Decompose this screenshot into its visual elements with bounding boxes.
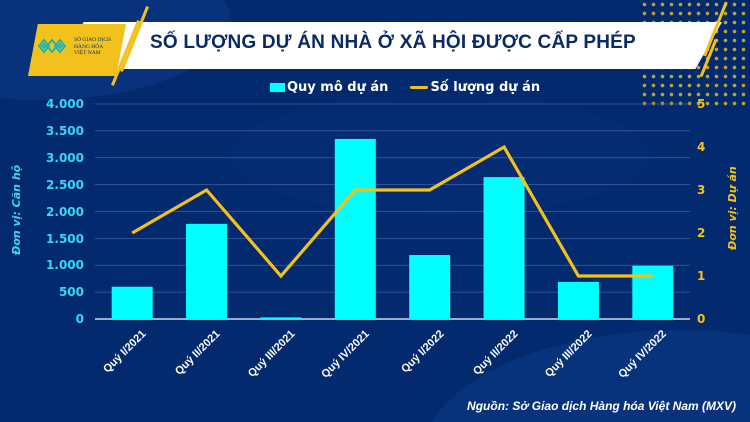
bar (186, 223, 228, 319)
logo-box (28, 24, 126, 76)
y-tick: 1.000 (46, 258, 84, 272)
y-tick: 1.500 (46, 232, 84, 246)
line-series (131, 144, 653, 279)
logo-line: SỞ GIAO DỊCH (74, 37, 111, 43)
y2-tick: 0 (697, 312, 706, 326)
y2-tick: 1 (697, 269, 706, 283)
source-note: Nguồn: Sở Giao dịch Hàng hóa Việt Nam (M… (467, 399, 736, 413)
bar (557, 281, 599, 319)
bar (483, 177, 525, 319)
legend-label: Quy mô dự án (287, 80, 389, 95)
chart-title: SỐ LƯỢNG DỰ ÁN NHÀ Ở XÃ HỘI ĐƯỢC CẤP PHÉ… (150, 32, 636, 53)
bar-swatch-icon (270, 83, 285, 92)
chart-legend: Quy mô dự án Số lượng dự án (270, 80, 540, 95)
y-tick: 4.000 (46, 97, 84, 111)
background-wave (230, 95, 650, 215)
bar (260, 317, 302, 319)
title-banner (57, 22, 722, 69)
bar (111, 286, 153, 319)
logo-line: HÀNG HÓA (74, 43, 104, 50)
legend-label: Số lượng dự án (430, 80, 541, 95)
y-tick: 0 (75, 312, 84, 326)
bar (409, 255, 451, 319)
legend-item-bar: Quy mô dự án (270, 80, 388, 95)
y-tick: 3.500 (46, 124, 84, 138)
y2-tick: 3 (697, 183, 706, 197)
y2-tick: 5 (697, 97, 706, 111)
y2-tick: 4 (697, 140, 706, 154)
legend-item-line: Số lượng dự án (410, 80, 540, 95)
logo-icon (38, 38, 67, 54)
y-tick: 500 (58, 285, 84, 299)
y-tick: 3.000 (46, 151, 84, 165)
line-swatch-icon (410, 86, 429, 89)
logo-text: SỞ GIAO DỊCH HÀNG HÓA VIỆT NAM (74, 37, 111, 57)
y-tick: 2.000 (46, 205, 84, 219)
y-tick: 2.500 (46, 178, 84, 192)
bar (632, 265, 674, 319)
bar (334, 138, 376, 319)
logo-line: VIỆT NAM (74, 50, 101, 56)
y2-tick: 2 (697, 226, 706, 240)
